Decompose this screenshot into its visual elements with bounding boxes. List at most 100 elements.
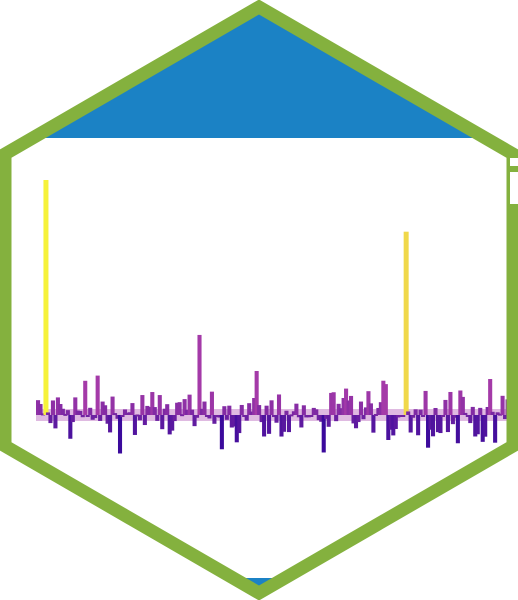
signal-bar (85, 415, 90, 417)
signal-bar (93, 415, 98, 419)
signal-bar (368, 403, 373, 415)
signal-bar (48, 415, 53, 424)
signal-bar (73, 397, 78, 415)
signal-bar (192, 415, 197, 427)
signal-bar (440, 415, 446, 417)
signal-bar (88, 407, 93, 415)
signal-bar (242, 415, 247, 417)
signal-bar (140, 395, 145, 415)
signal-bar (115, 415, 120, 419)
signal-bar (490, 411, 495, 415)
signal-bar (194, 415, 200, 418)
signal-bar (262, 415, 267, 437)
edge-mark (510, 158, 518, 166)
signal-bar (450, 415, 455, 425)
signal-bar (276, 394, 282, 415)
signal-bar (162, 408, 167, 415)
signal-bar (445, 415, 450, 433)
signal-bar (100, 401, 105, 415)
signal-bar (443, 399, 448, 415)
signal-bar (383, 384, 388, 415)
signal-bar (356, 415, 361, 423)
signal-bar (53, 415, 58, 429)
signal-bar (371, 415, 376, 433)
signal-bar (329, 392, 334, 415)
signal-bar (473, 415, 478, 437)
signal-bar (132, 415, 137, 435)
signal-bar (36, 400, 41, 415)
signal-bar (304, 415, 309, 418)
signal-bar (122, 409, 128, 415)
signal-bar (214, 415, 219, 417)
signal-bar (500, 395, 505, 415)
signal-bar (378, 402, 383, 415)
signal-bar (135, 414, 140, 417)
signal-bar (306, 415, 311, 418)
signal-bar (468, 415, 473, 424)
signal-bar (463, 412, 468, 415)
signal-bar (207, 415, 212, 419)
signal-bar (60, 408, 65, 415)
signal-bar (272, 415, 277, 418)
signal-bar (202, 401, 207, 415)
signal-bar (234, 415, 239, 443)
signal-bar (212, 415, 217, 424)
signal-bar (314, 409, 319, 415)
signal-bar (408, 415, 413, 433)
signal-bar (227, 405, 232, 415)
signal-bar (75, 410, 80, 415)
signal-bar (453, 415, 458, 418)
signal-bar (252, 398, 257, 415)
signal-bar (284, 410, 289, 415)
signal-bar (167, 415, 172, 435)
signal-bar (63, 413, 68, 416)
signal-bar (199, 408, 205, 415)
signal-bar (125, 412, 130, 415)
signal-bar (103, 405, 108, 415)
signal-bar (279, 415, 284, 437)
signal-bar (336, 403, 341, 415)
signal-bar (299, 415, 304, 428)
signal-bar (428, 415, 433, 430)
signal-bar (465, 415, 470, 417)
signal-bar (413, 409, 418, 415)
signal-bar (396, 415, 401, 418)
signal-bar (113, 413, 118, 416)
signal-bar (180, 414, 185, 417)
signal-bars (36, 180, 510, 454)
signal-bar (470, 406, 475, 415)
signal-bar (254, 370, 259, 415)
signal-bar (78, 410, 83, 415)
signal-bar (257, 405, 262, 415)
signal-bar (264, 405, 269, 415)
signal-bar (237, 415, 242, 434)
signal-bar (249, 411, 254, 415)
signal-bar (366, 391, 371, 415)
signal-bar (175, 402, 180, 415)
signal-bar (90, 415, 95, 420)
signal-bar (376, 407, 381, 415)
signal-bar (185, 409, 190, 415)
signal-bar (150, 392, 155, 415)
signal-bar (391, 415, 396, 436)
signal-bar (438, 415, 443, 434)
signal-bar (120, 415, 125, 417)
signal-bar (498, 413, 503, 416)
signal-bar (309, 415, 314, 417)
signal-bar (110, 396, 115, 415)
signal-bar (244, 415, 249, 421)
signal-bar (187, 394, 192, 415)
signal-bar (301, 405, 306, 415)
signal-bar (363, 407, 368, 415)
signal-bar (83, 380, 88, 415)
signal-bar (319, 415, 324, 422)
signal-bar (495, 412, 500, 415)
signal-bar (95, 375, 100, 415)
signal-bar (229, 415, 234, 428)
signal-bar (239, 404, 244, 415)
signal-bar (296, 415, 301, 418)
signal-bar (480, 415, 485, 442)
signal-bar (351, 415, 356, 424)
